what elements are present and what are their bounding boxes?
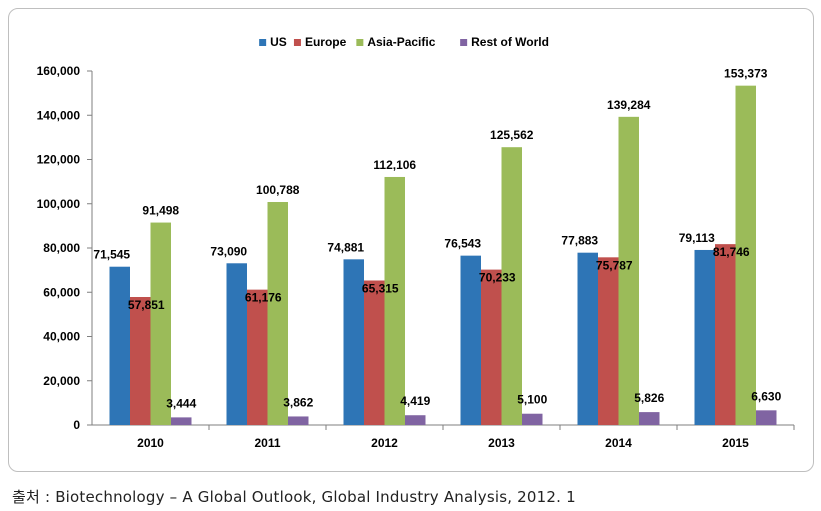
data-label: 74,881 xyxy=(327,240,364,254)
y-tick-label: 160,000 xyxy=(37,64,81,78)
bar-us xyxy=(694,249,715,425)
bar-us xyxy=(577,252,598,425)
data-label: 71,545 xyxy=(93,248,130,262)
data-label: 73,090 xyxy=(210,244,247,258)
bar-europe xyxy=(715,244,736,425)
data-label: 6,630 xyxy=(751,389,781,403)
data-label: 5,100 xyxy=(517,393,547,407)
data-label: 5,826 xyxy=(634,391,664,405)
data-label: 4,419 xyxy=(400,394,430,408)
x-category-label: 2010 xyxy=(137,436,164,450)
bar-europe xyxy=(130,297,151,425)
legend-swatch xyxy=(460,39,468,46)
data-label: 91,498 xyxy=(142,204,179,218)
bar-europe xyxy=(364,280,385,425)
y-tick-label: 80,000 xyxy=(43,241,80,255)
legend-swatch xyxy=(356,39,364,46)
bar-rest-of-world xyxy=(171,417,192,425)
data-label: 3,862 xyxy=(283,395,313,409)
x-category-label: 2013 xyxy=(488,436,515,450)
bar-us xyxy=(109,266,130,425)
bar-europe xyxy=(598,257,619,425)
bar-us xyxy=(460,255,481,425)
data-label: 81,746 xyxy=(713,245,750,259)
data-label: 75,787 xyxy=(596,258,633,272)
data-label: 139,284 xyxy=(607,98,651,112)
data-label: 100,788 xyxy=(256,183,300,197)
legend-swatch xyxy=(259,39,267,46)
bar-rest-of-world xyxy=(288,416,309,425)
x-category-label: 2014 xyxy=(605,436,632,450)
data-label: 79,113 xyxy=(679,231,715,245)
data-label: 70,233 xyxy=(479,271,516,285)
legend-entry: US xyxy=(270,35,287,49)
x-category-label: 2011 xyxy=(254,436,280,450)
bar-europe xyxy=(247,289,268,425)
x-category-label: 2015 xyxy=(722,436,749,450)
legend-entry: Europe xyxy=(305,35,347,49)
data-label: 76,543 xyxy=(444,237,481,251)
data-label: 61,176 xyxy=(245,291,282,305)
bar-asia-pacific xyxy=(501,147,522,425)
data-label: 153,373 xyxy=(724,67,768,81)
bar-us xyxy=(226,263,247,425)
bar-chart: 0 20,000 40,000 60,000 80,000 100,000 120,000 1… xyxy=(37,35,795,450)
data-label: 57,851 xyxy=(128,298,165,312)
bar-asia-pacific xyxy=(384,176,405,425)
legend-entry: Rest of World xyxy=(471,35,549,49)
y-tick-label: 20,000 xyxy=(43,374,80,388)
bar-rest-of-world xyxy=(405,415,426,425)
bar-europe xyxy=(481,269,502,425)
data-label: 65,315 xyxy=(362,281,399,295)
data-label: 77,883 xyxy=(561,234,598,248)
y-tick-label: 100,000 xyxy=(37,197,81,211)
y-tick-label: 140,000 xyxy=(37,108,81,122)
bar-asia-pacific xyxy=(150,222,171,425)
y-tick-label: 40,000 xyxy=(43,330,80,344)
y-tick-label: 120,000 xyxy=(37,153,81,167)
data-label: 125,562 xyxy=(490,128,534,142)
source-note: 출처 : Biotechnology – A Global Outlook, G… xyxy=(12,488,576,506)
y-tick-label: 0 xyxy=(73,418,80,432)
bar-us xyxy=(343,259,364,425)
bar-asia-pacific xyxy=(735,85,756,426)
y-tick-label: 60,000 xyxy=(43,285,80,299)
data-label: 112,106 xyxy=(373,158,416,172)
data-label: 3,444 xyxy=(166,396,196,410)
legend-entry: Asia-Pacific xyxy=(367,35,435,49)
bar-asia-pacific xyxy=(618,116,639,425)
bar-asia-pacific xyxy=(267,202,288,425)
bar-rest-of-world xyxy=(522,413,543,425)
legend-swatch xyxy=(293,39,301,46)
bar-rest-of-world xyxy=(756,410,777,425)
x-category-label: 2012 xyxy=(371,436,398,450)
bar-rest-of-world xyxy=(639,412,660,425)
